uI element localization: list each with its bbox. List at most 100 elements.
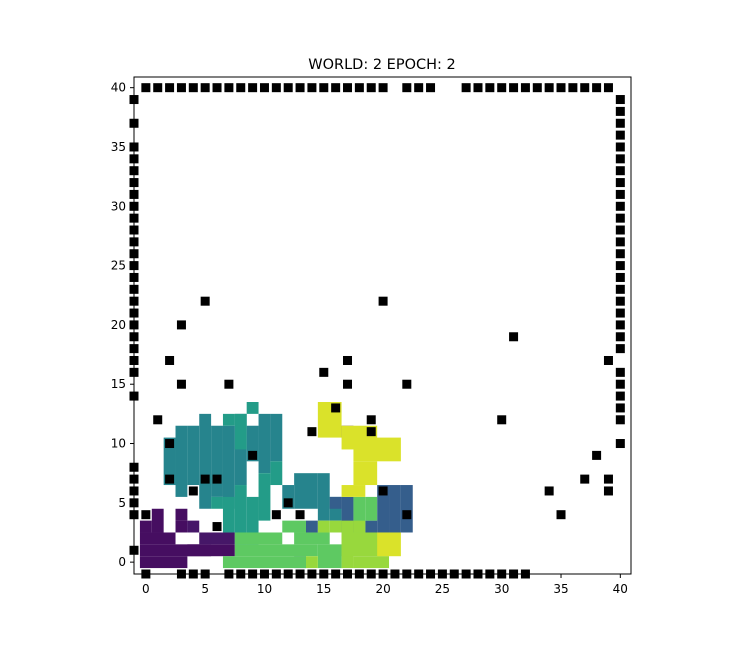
heatmap-cell — [139, 556, 188, 569]
obstacle-marker — [307, 83, 317, 93]
heatmap-cell — [353, 496, 366, 533]
obstacle-marker — [615, 130, 625, 140]
y-tick-label: 20 — [111, 318, 126, 332]
obstacle-marker — [532, 83, 542, 93]
obstacle-marker — [615, 201, 625, 211]
x-tick-label: 10 — [257, 582, 272, 596]
obstacle-marker — [153, 415, 163, 425]
obstacle-marker — [615, 189, 625, 199]
heatmap-cells — [139, 402, 413, 569]
obstacle-marker — [165, 355, 175, 365]
heatmap-cell — [294, 532, 330, 545]
x-tick-label: 5 — [201, 582, 209, 596]
y-tick-label: 35 — [111, 140, 126, 154]
heatmap-cell — [222, 413, 235, 426]
obstacle-marker — [615, 261, 625, 271]
obstacle-marker — [200, 83, 210, 93]
obstacle-marker — [580, 83, 590, 93]
heatmap-cell — [187, 425, 200, 486]
heatmap-cell — [222, 556, 306, 569]
heatmap-cell — [329, 520, 342, 533]
heatmap-cell — [163, 437, 176, 486]
obstacle-marker — [295, 510, 305, 520]
heatmap-cell — [139, 520, 152, 533]
heatmap-cell — [175, 520, 188, 533]
heatmap-cell — [365, 496, 378, 521]
obstacle-marker — [354, 83, 364, 93]
obstacle-marker — [568, 83, 578, 93]
heatmap-cell — [175, 425, 188, 497]
obstacle-marker — [176, 83, 186, 93]
heatmap-cell — [139, 544, 212, 557]
heatmap-cell — [317, 473, 330, 521]
heatmap-cell — [234, 544, 318, 557]
x-tick-label: 20 — [375, 582, 390, 596]
obstacle-marker — [497, 415, 507, 425]
heatmap-cell — [294, 473, 306, 509]
obstacle-marker — [509, 83, 519, 93]
obstacle-marker — [615, 379, 625, 389]
x-tick-label: 25 — [435, 582, 450, 596]
heatmap-cell — [199, 532, 235, 545]
obstacle-marker — [307, 427, 317, 437]
heatmap-cell — [234, 413, 247, 486]
heatmap-cell — [246, 402, 259, 414]
x-tick-label: 0 — [142, 582, 150, 596]
obstacle-marker — [200, 474, 210, 484]
heatmap-cell — [317, 544, 342, 569]
heatmap-cell — [305, 473, 318, 509]
heatmap-cell — [400, 485, 413, 533]
heatmap-cell — [234, 413, 247, 450]
obstacle-marker — [615, 249, 625, 259]
heatmap-cell — [175, 508, 188, 521]
heatmap-cell — [341, 485, 366, 497]
obstacle-marker — [592, 450, 602, 460]
heatmap-cell — [270, 461, 283, 486]
heatmap-cell — [353, 520, 366, 533]
obstacle-marker — [141, 510, 151, 520]
y-tick-label: 0 — [118, 555, 126, 569]
heatmap-cell — [353, 556, 390, 569]
obstacle-marker — [366, 415, 376, 425]
obstacle-marker — [615, 344, 625, 354]
x-tick-label: 15 — [316, 582, 331, 596]
obstacle-marker — [615, 106, 625, 116]
obstacle-marker — [615, 391, 625, 401]
obstacle-marker — [402, 83, 412, 93]
heatmap-cell — [246, 496, 259, 545]
obstacle-marker — [592, 83, 602, 93]
obstacle-marker — [283, 83, 293, 93]
obstacle-marker — [603, 355, 613, 365]
obstacle-marker — [461, 83, 471, 93]
obstacle-marker — [556, 83, 566, 93]
obstacle-marker — [259, 83, 269, 93]
chart-title: WORLD: 2 EPOCH: 2 — [308, 57, 455, 73]
x-tick-label: 40 — [613, 582, 628, 596]
obstacle-marker — [366, 83, 376, 93]
plot-frame — [133, 76, 632, 575]
obstacle-marker — [615, 403, 625, 413]
obstacle-marker — [212, 522, 222, 532]
obstacle-marker — [188, 83, 198, 93]
obstacle-marker — [319, 367, 329, 377]
obstacle-marker — [224, 83, 234, 93]
heatmap-cell — [211, 425, 223, 497]
obstacle-marker — [615, 166, 625, 176]
heatmap-cell — [258, 473, 271, 521]
x-tick-label: 35 — [553, 582, 568, 596]
obstacle-marker — [615, 237, 625, 247]
obstacle-marker — [509, 332, 519, 342]
x-tick-label: 30 — [494, 582, 509, 596]
heatmap-cell — [341, 496, 354, 533]
obstacle-marker — [615, 439, 625, 449]
obstacle-marker — [378, 83, 388, 93]
obstacle-marker — [212, 474, 222, 484]
obstacle-marker — [248, 450, 258, 460]
obstacle-marker — [520, 83, 530, 93]
obstacle-marker — [248, 83, 258, 93]
y-tick-label: 10 — [111, 437, 126, 451]
heatmap-cell — [353, 461, 378, 486]
heatmap-cell — [234, 485, 247, 545]
heatmap-cell — [246, 425, 259, 462]
heatmap-cell — [187, 520, 200, 533]
